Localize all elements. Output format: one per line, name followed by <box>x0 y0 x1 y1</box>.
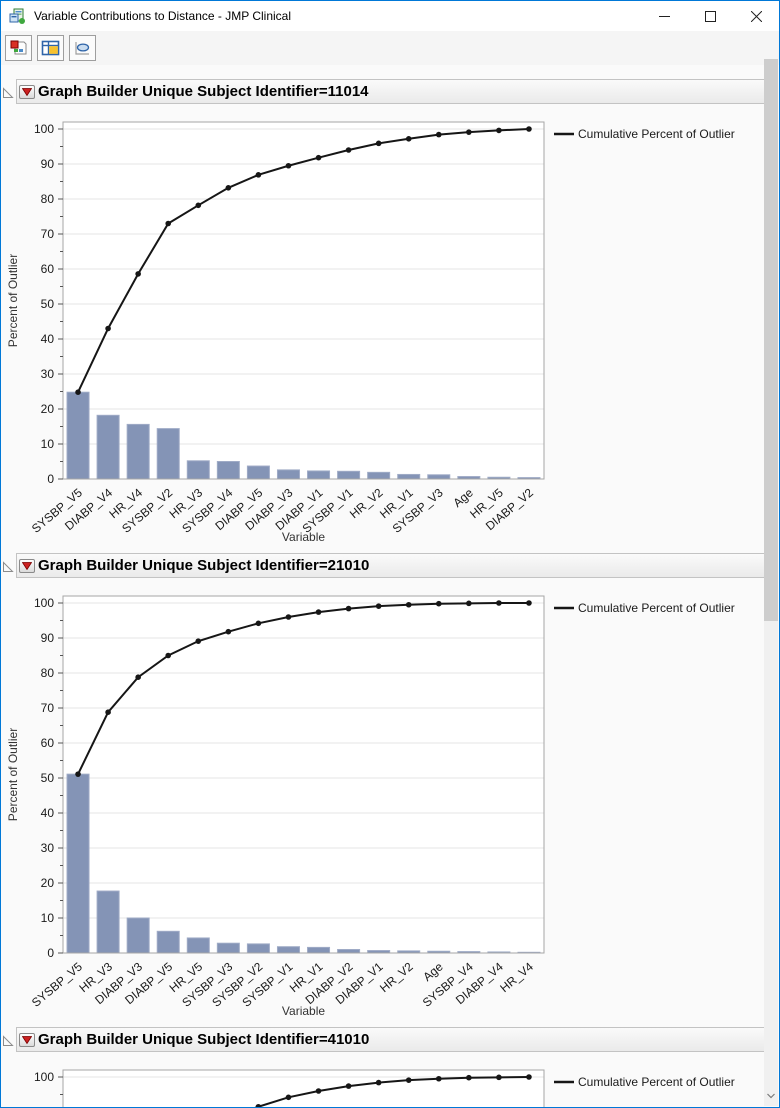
window-title: Variable Contributions to Distance - JMP… <box>34 9 291 23</box>
red-triangle-menu-button[interactable] <box>19 1032 35 1047</box>
svg-text:70: 70 <box>41 701 55 715</box>
data-table-button[interactable] <box>5 35 32 61</box>
svg-text:100: 100 <box>34 596 54 610</box>
jmp-clinical-app-icon <box>9 8 26 25</box>
svg-text:0: 0 <box>47 472 54 486</box>
titlebar: Variable Contributions to Distance - JMP… <box>1 1 779 31</box>
svg-text:20: 20 <box>41 876 55 890</box>
pareto-chart-21010[interactable]: 0 10 20 30 40 50 60 70 80 90 100 SYSBP_V5 HR_V3 DIABP… <box>3 578 779 1023</box>
svg-text:Variable: Variable <box>282 530 325 544</box>
svg-text:80: 80 <box>41 666 55 680</box>
section-header[interactable]: Graph Builder Unique Subject Identifier=… <box>16 79 766 104</box>
svg-text:Variable: Variable <box>282 1004 325 1018</box>
journal-icon <box>41 40 60 56</box>
svg-text:0: 0 <box>47 946 54 960</box>
svg-text:100: 100 <box>34 1070 54 1084</box>
svg-text:Percent of Outlier: Percent of Outlier <box>6 728 20 821</box>
ellipse-tool-button[interactable] <box>69 35 96 61</box>
svg-text:90: 90 <box>41 1105 55 1108</box>
disclosure-triangle-icon[interactable] <box>2 86 14 98</box>
journal-button[interactable] <box>37 35 64 61</box>
svg-text:60: 60 <box>41 736 55 750</box>
svg-text:Cumulative Percent of Outlier: Cumulative Percent of Outlier <box>578 601 735 615</box>
svg-text:50: 50 <box>41 297 55 311</box>
svg-text:80: 80 <box>41 192 55 206</box>
window-controls <box>641 1 779 31</box>
scrollbar-thumb[interactable] <box>764 59 778 621</box>
red-triangle-icon <box>22 561 32 570</box>
svg-text:100: 100 <box>34 122 54 136</box>
section-header[interactable]: Graph Builder Unique Subject Identifier=… <box>16 1027 766 1052</box>
svg-text:90: 90 <box>41 631 55 645</box>
svg-text:HR_V2: HR_V2 <box>377 959 416 995</box>
svg-text:10: 10 <box>41 911 55 925</box>
svg-text:HR_V2: HR_V2 <box>347 485 386 521</box>
svg-text:40: 40 <box>41 806 55 820</box>
ellipse-tool-icon <box>75 42 90 55</box>
svg-text:60: 60 <box>41 262 55 276</box>
vertical-scrollbar[interactable] <box>764 59 778 1106</box>
red-triangle-icon <box>22 1035 32 1044</box>
section-header[interactable]: Graph Builder Unique Subject Identifier=… <box>16 553 766 578</box>
svg-text:30: 30 <box>41 367 55 381</box>
svg-text:Cumulative Percent of Outlier: Cumulative Percent of Outlier <box>578 127 735 141</box>
section-subject-11014: Graph Builder Unique Subject Identifier=… <box>1 79 779 549</box>
svg-text:50: 50 <box>41 771 55 785</box>
svg-text:30: 30 <box>41 841 55 855</box>
red-triangle-menu-button[interactable] <box>19 84 35 99</box>
svg-text:HR_V4: HR_V4 <box>497 959 536 995</box>
svg-text:40: 40 <box>41 332 55 346</box>
svg-text:10: 10 <box>41 437 55 451</box>
svg-text:Cumulative Percent of Outlier: Cumulative Percent of Outlier <box>578 1075 735 1089</box>
minimize-button[interactable] <box>641 1 687 31</box>
red-triangle-menu-button[interactable] <box>19 558 35 573</box>
data-table-icon <box>10 40 27 55</box>
svg-text:Percent of Outlier: Percent of Outlier <box>6 254 20 347</box>
disclosure-triangle-icon[interactable] <box>2 1034 14 1046</box>
svg-text:20: 20 <box>41 402 55 416</box>
close-button[interactable] <box>733 1 779 31</box>
scroll-down-button[interactable] <box>764 1088 778 1104</box>
section-subject-21010: Graph Builder Unique Subject Identifier=… <box>1 553 779 1023</box>
chevron-down-icon <box>767 1093 775 1099</box>
report-content: Graph Builder Unique Subject Identifier=… <box>1 65 779 1108</box>
svg-text:90: 90 <box>41 157 55 171</box>
toolbar <box>1 31 779 65</box>
section-title: Graph Builder Unique Subject Identifier=… <box>38 83 369 100</box>
section-subject-41010: Graph Builder Unique Subject Identifier=… <box>1 1027 779 1108</box>
red-triangle-icon <box>22 87 32 96</box>
section-title: Graph Builder Unique Subject Identifier=… <box>38 1031 370 1048</box>
maximize-button[interactable] <box>687 1 733 31</box>
pareto-chart-11014[interactable]: 0 10 20 30 40 50 60 70 80 90 100 SYSBP_V5 DIABP_V4 HR… <box>3 104 779 549</box>
pareto-chart-41010[interactable]: 0102030405060708090100VariablePercent of… <box>3 1052 779 1108</box>
svg-text:70: 70 <box>41 227 55 241</box>
section-title: Graph Builder Unique Subject Identifier=… <box>38 557 370 574</box>
disclosure-triangle-icon[interactable] <box>2 560 14 572</box>
